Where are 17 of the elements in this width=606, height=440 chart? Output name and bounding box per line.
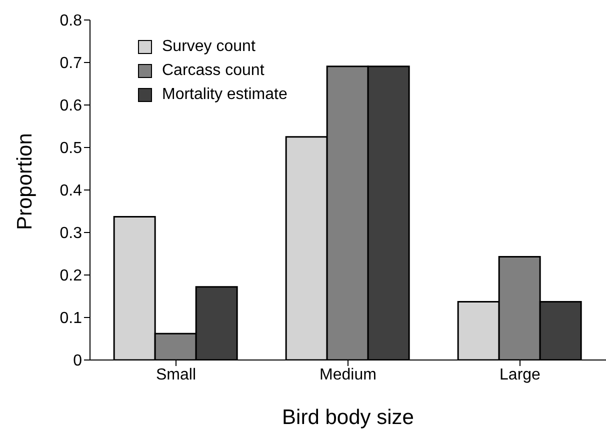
y-tick-label: 0.2	[60, 268, 82, 285]
y-tick-label: 0.7	[60, 55, 82, 72]
x-tick-label: Large	[500, 366, 541, 384]
legend-label: Survey count	[162, 38, 256, 56]
y-tick-label: 0.8	[60, 12, 82, 30]
y-tick-label: 0.1	[60, 310, 82, 328]
y-tick-label: 0.4	[60, 182, 82, 200]
y-tick-label: 0.6	[60, 98, 82, 115]
legend-label: Mortality estimate	[162, 86, 288, 104]
y-tick-label: 0.3	[60, 225, 82, 242]
legend-label: Carcass count	[162, 62, 264, 80]
x-tick-label: Medium	[320, 366, 376, 384]
y-tick-label: 0	[73, 352, 82, 370]
x-tick-label: Small	[156, 366, 196, 384]
y-axis-title: Proportion	[13, 133, 36, 230]
x-axis-title: Bird body size	[282, 406, 414, 429]
y-tick-label: 0.5	[60, 140, 82, 158]
